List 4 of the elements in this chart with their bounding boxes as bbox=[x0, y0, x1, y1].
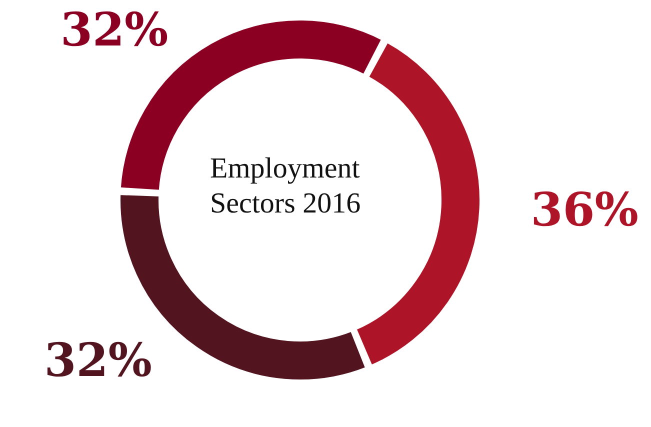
data-label: 32% bbox=[60, 2, 168, 57]
data-label: 36% bbox=[530, 182, 638, 237]
text: Employment Sectors 2016 bbox=[210, 152, 368, 220]
data-label: 32% bbox=[44, 333, 152, 388]
